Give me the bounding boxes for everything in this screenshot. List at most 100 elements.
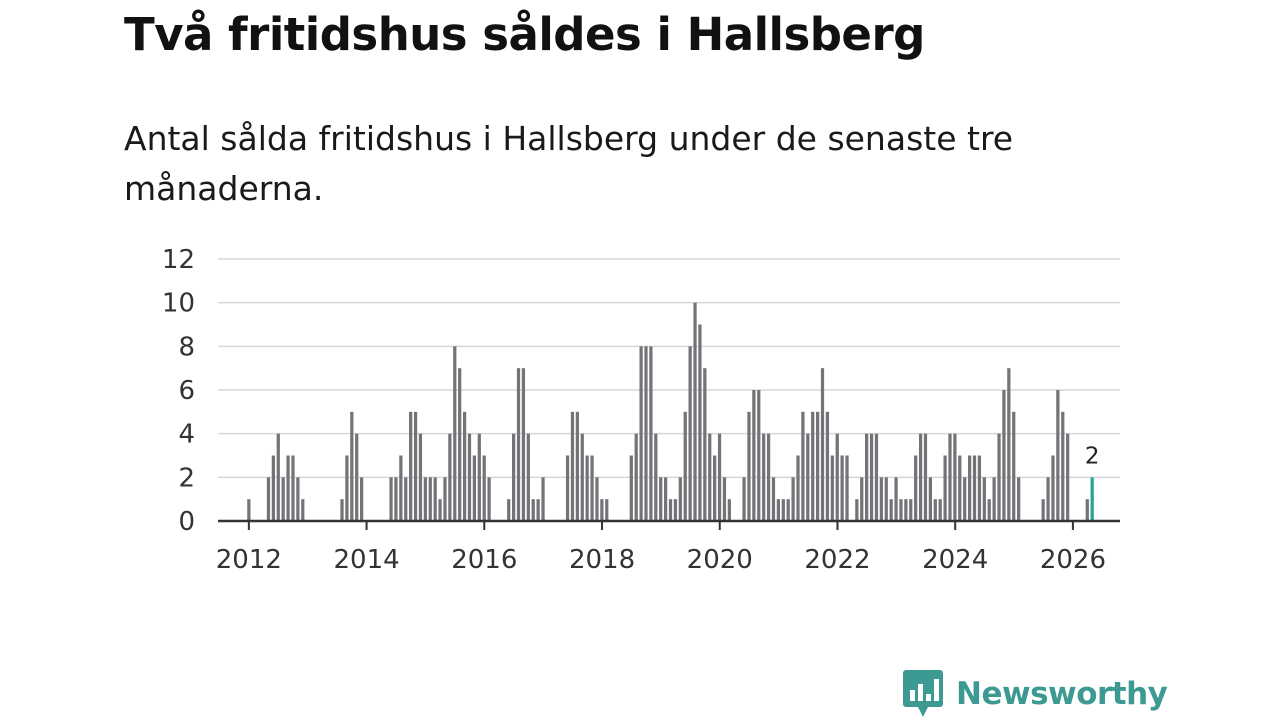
x-tick-label: 2016 xyxy=(451,545,517,575)
bar xyxy=(727,499,731,521)
bar xyxy=(585,455,589,521)
bar xyxy=(487,477,491,521)
bar xyxy=(786,499,790,521)
bar xyxy=(820,368,825,521)
bar xyxy=(575,411,579,521)
bar xyxy=(639,346,643,521)
bar xyxy=(266,477,271,521)
bar xyxy=(634,433,638,521)
bar xyxy=(992,477,996,521)
y-tick-label: 10 xyxy=(162,289,195,319)
bar xyxy=(909,499,913,521)
bar xyxy=(649,346,653,521)
bar xyxy=(345,455,349,521)
bar xyxy=(360,477,364,521)
axes xyxy=(218,519,1120,530)
brand-name: Newsworthy xyxy=(956,676,1168,712)
brand-logo: Newsworthy xyxy=(902,668,1168,720)
bar xyxy=(894,477,898,521)
bar xyxy=(928,477,932,521)
newsworthy-logo-icon xyxy=(903,670,943,717)
x-tick-label: 2014 xyxy=(333,545,399,575)
bar xyxy=(967,455,972,521)
chart-subtitle: Antal sålda fritidshus i Hallsberg under… xyxy=(124,119,1014,208)
bar xyxy=(247,499,251,521)
bar xyxy=(972,455,977,521)
bar xyxy=(766,433,771,521)
bar xyxy=(1012,411,1016,521)
highlighted-bar xyxy=(1090,477,1094,521)
bar xyxy=(781,499,785,521)
bar xyxy=(678,477,682,521)
bar xyxy=(663,477,668,521)
bar xyxy=(595,477,599,521)
x-tick-label: 2026 xyxy=(1040,545,1106,575)
bar xyxy=(796,455,800,521)
bar xyxy=(413,411,418,521)
bar xyxy=(693,302,697,521)
bar xyxy=(541,477,545,521)
y-tick-label: 4 xyxy=(178,420,195,450)
x-tick-label: 2022 xyxy=(804,545,870,575)
bar xyxy=(683,411,687,521)
bar xyxy=(771,477,776,521)
bar xyxy=(423,477,427,521)
bar xyxy=(703,368,707,521)
bar xyxy=(512,433,516,521)
bar xyxy=(418,433,423,521)
bar xyxy=(884,477,888,521)
bar xyxy=(409,411,413,521)
bar xyxy=(443,477,447,521)
x-tick-label: 2012 xyxy=(216,545,282,575)
bar xyxy=(570,411,575,521)
bar xyxy=(806,433,810,521)
bar xyxy=(276,433,280,521)
bar xyxy=(948,433,952,521)
bar xyxy=(673,499,678,521)
bar xyxy=(845,455,849,521)
bar xyxy=(830,455,834,521)
bar xyxy=(521,368,526,521)
bar xyxy=(747,411,751,521)
bar xyxy=(776,499,781,521)
data-label: 2 xyxy=(1085,443,1100,469)
bar xyxy=(918,433,923,521)
bar xyxy=(865,433,869,521)
bar xyxy=(477,433,481,521)
bar xyxy=(1066,433,1070,521)
bar xyxy=(399,455,403,521)
bar xyxy=(977,455,982,521)
bar xyxy=(958,455,962,521)
bar xyxy=(997,433,1001,521)
bar xyxy=(889,499,893,521)
bar xyxy=(291,455,295,521)
bar xyxy=(855,499,859,521)
y-tick-label: 12 xyxy=(162,245,195,275)
bars xyxy=(247,302,1094,521)
bar xyxy=(801,411,805,521)
bar xyxy=(296,477,300,521)
bar xyxy=(428,477,432,521)
bar xyxy=(654,433,658,521)
bar xyxy=(722,477,727,521)
bar xyxy=(713,455,717,521)
bar xyxy=(438,499,442,521)
bar xyxy=(835,433,839,521)
bar xyxy=(301,499,305,521)
bar xyxy=(904,499,908,521)
bar xyxy=(536,499,540,521)
bar xyxy=(1061,411,1065,521)
bar xyxy=(752,390,756,521)
bar xyxy=(526,433,530,521)
bar xyxy=(811,411,815,521)
bar xyxy=(1007,368,1011,521)
bar xyxy=(472,455,477,521)
headline: Två fritidshus såldes i Hallsberg xyxy=(124,8,925,61)
bar xyxy=(389,477,393,521)
bar xyxy=(982,477,986,521)
bar xyxy=(1051,455,1055,521)
x-tick-label: 2018 xyxy=(569,545,635,575)
bar xyxy=(943,455,947,521)
bar xyxy=(938,499,942,521)
